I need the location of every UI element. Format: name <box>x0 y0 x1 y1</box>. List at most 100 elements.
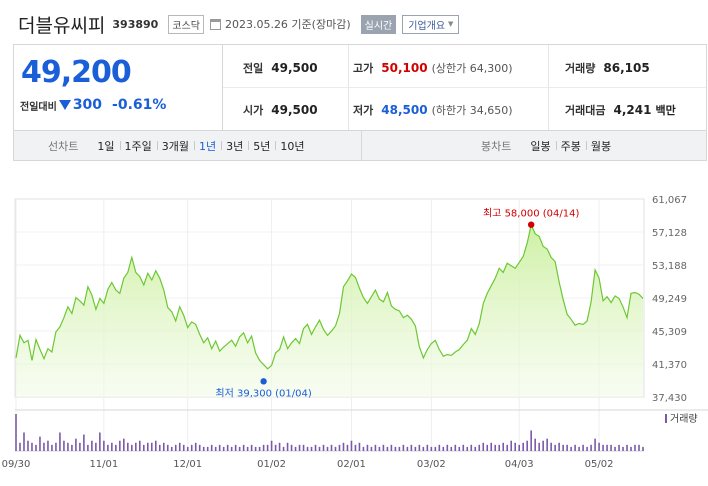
volume-bar <box>318 446 321 451</box>
volume-bar <box>570 446 572 451</box>
x-tick-label: 02/01 <box>337 459 366 470</box>
volume-legend: 거래량 <box>670 413 698 425</box>
volume-bar <box>514 442 517 451</box>
volume-bar <box>23 432 25 451</box>
volume-bar <box>438 444 441 451</box>
volume-bar <box>606 444 608 451</box>
market-badge: 코스닥 <box>168 14 204 34</box>
x-tick-label: 05/02 <box>585 459 614 470</box>
price-chart[interactable]: 61,067 57,128 53,188 49,249 45,309 41,370 37,4… <box>0 185 708 482</box>
volume-bar <box>494 444 497 451</box>
volume-bar <box>131 444 133 451</box>
stat-label: 거래량 <box>565 62 596 75</box>
stat-label: 시가 <box>243 104 264 117</box>
volume-bar <box>334 446 337 451</box>
volume-bar <box>182 444 185 451</box>
candle-period-tab[interactable]: 일봉 <box>530 139 551 153</box>
volume-bar <box>55 442 57 451</box>
price-line <box>15 222 644 370</box>
volume-bar <box>286 442 289 451</box>
stat-value: 49,500 <box>271 103 318 117</box>
x-tick-label: 03/02 <box>417 459 446 470</box>
volume-bar <box>63 440 65 451</box>
volume-bar <box>314 444 317 451</box>
volume-bar <box>218 444 221 451</box>
volume-bar <box>79 442 81 451</box>
lower-limit: (하한가 34,650) <box>431 104 513 117</box>
line-period-tab[interactable]: 5년 <box>248 138 275 154</box>
price-area <box>16 224 643 397</box>
stat-value: 50,100 <box>381 61 428 75</box>
volume-bar <box>586 446 588 451</box>
volume-bar <box>99 432 101 451</box>
volume-bar <box>522 442 524 451</box>
y-tick-label: 49,249 <box>652 294 687 305</box>
volume-bar <box>470 444 473 451</box>
company-overview-button[interactable]: 기업개요 ▼ <box>402 14 460 34</box>
line-period-tab[interactable]: 3년 <box>221 138 248 154</box>
volume-bar <box>626 444 628 451</box>
volume-bar <box>123 438 125 451</box>
volume-bar <box>350 440 353 451</box>
volume-bar <box>370 446 373 451</box>
line-period-tab[interactable]: 3개월 <box>156 138 194 154</box>
volume-bar <box>282 446 285 451</box>
volume-bar <box>458 446 461 451</box>
volume-bar <box>298 444 301 451</box>
price-chart-svg[interactable]: 61,067 57,128 53,188 49,249 45,309 41,370 37,4… <box>0 185 708 482</box>
stock-header: 더블유씨피 393890 코스닥 2023.05.26 기준(장마감) 실시간 … <box>18 10 460 38</box>
low-marker <box>260 378 267 385</box>
volume-bar <box>31 442 33 451</box>
volume-bar <box>87 444 89 451</box>
volume-bar <box>618 444 620 451</box>
line-period-tab[interactable]: 10년 <box>275 138 309 154</box>
volume-bar <box>170 446 173 451</box>
volume-bar <box>566 444 568 451</box>
volume-bar <box>294 446 297 451</box>
volume-bar <box>562 444 564 451</box>
y-tick-label: 41,370 <box>652 360 687 371</box>
stat-volume: 거래량 86,105 <box>565 60 650 76</box>
volume-bar <box>454 444 457 451</box>
x-tick-label: 09/30 <box>2 459 31 470</box>
volume-bar <box>107 444 109 451</box>
volume-bar <box>554 444 556 451</box>
volume-bar <box>402 444 405 451</box>
volume-bar <box>466 446 469 451</box>
realtime-button[interactable]: 실시간 <box>360 14 397 34</box>
volume-bar <box>166 444 169 451</box>
volume-bar <box>230 446 233 451</box>
volume-bar <box>262 444 265 451</box>
y-tick-label: 45,309 <box>652 327 687 338</box>
stat-low: 저가 48,500 (하한가 34,650) <box>353 102 513 118</box>
volume-bar <box>302 444 305 451</box>
volume-bar <box>574 444 576 451</box>
line-period-tab[interactable]: 1일 <box>97 139 115 153</box>
volume-bar <box>146 442 149 451</box>
line-period-tab[interactable]: 1주일 <box>119 138 157 154</box>
candle-period-tab[interactable]: 주봉 <box>555 138 586 154</box>
volume-bar <box>226 444 229 451</box>
change-label: 전일대비 <box>20 101 57 113</box>
candle-period-tab[interactable]: 월봉 <box>585 138 616 154</box>
volume-bar <box>186 446 189 451</box>
volume-bar <box>222 446 225 451</box>
volume-bar <box>322 444 325 451</box>
volume-bar <box>290 444 293 451</box>
volume-bar <box>270 440 273 451</box>
volume-bar <box>178 442 181 451</box>
quote-stats: 전일 49,500 고가 50,100 (상한가 64,300) 거래량 86,… <box>222 45 706 130</box>
volume-bar <box>234 444 237 451</box>
volume-bar <box>482 442 485 451</box>
volume-bar <box>95 442 97 451</box>
stat-value: 4,241 <box>613 103 652 117</box>
stat-label: 고가 <box>353 62 374 75</box>
volume-bar <box>39 436 41 451</box>
stock-code: 393890 <box>112 17 159 31</box>
line-period-tab[interactable]: 1년 <box>194 138 221 154</box>
stat-high: 고가 50,100 (상한가 64,300) <box>353 60 513 76</box>
volume-bar <box>254 446 257 451</box>
volume-bar <box>27 440 29 451</box>
volume-bar <box>582 444 584 451</box>
volume-bar <box>442 446 445 451</box>
